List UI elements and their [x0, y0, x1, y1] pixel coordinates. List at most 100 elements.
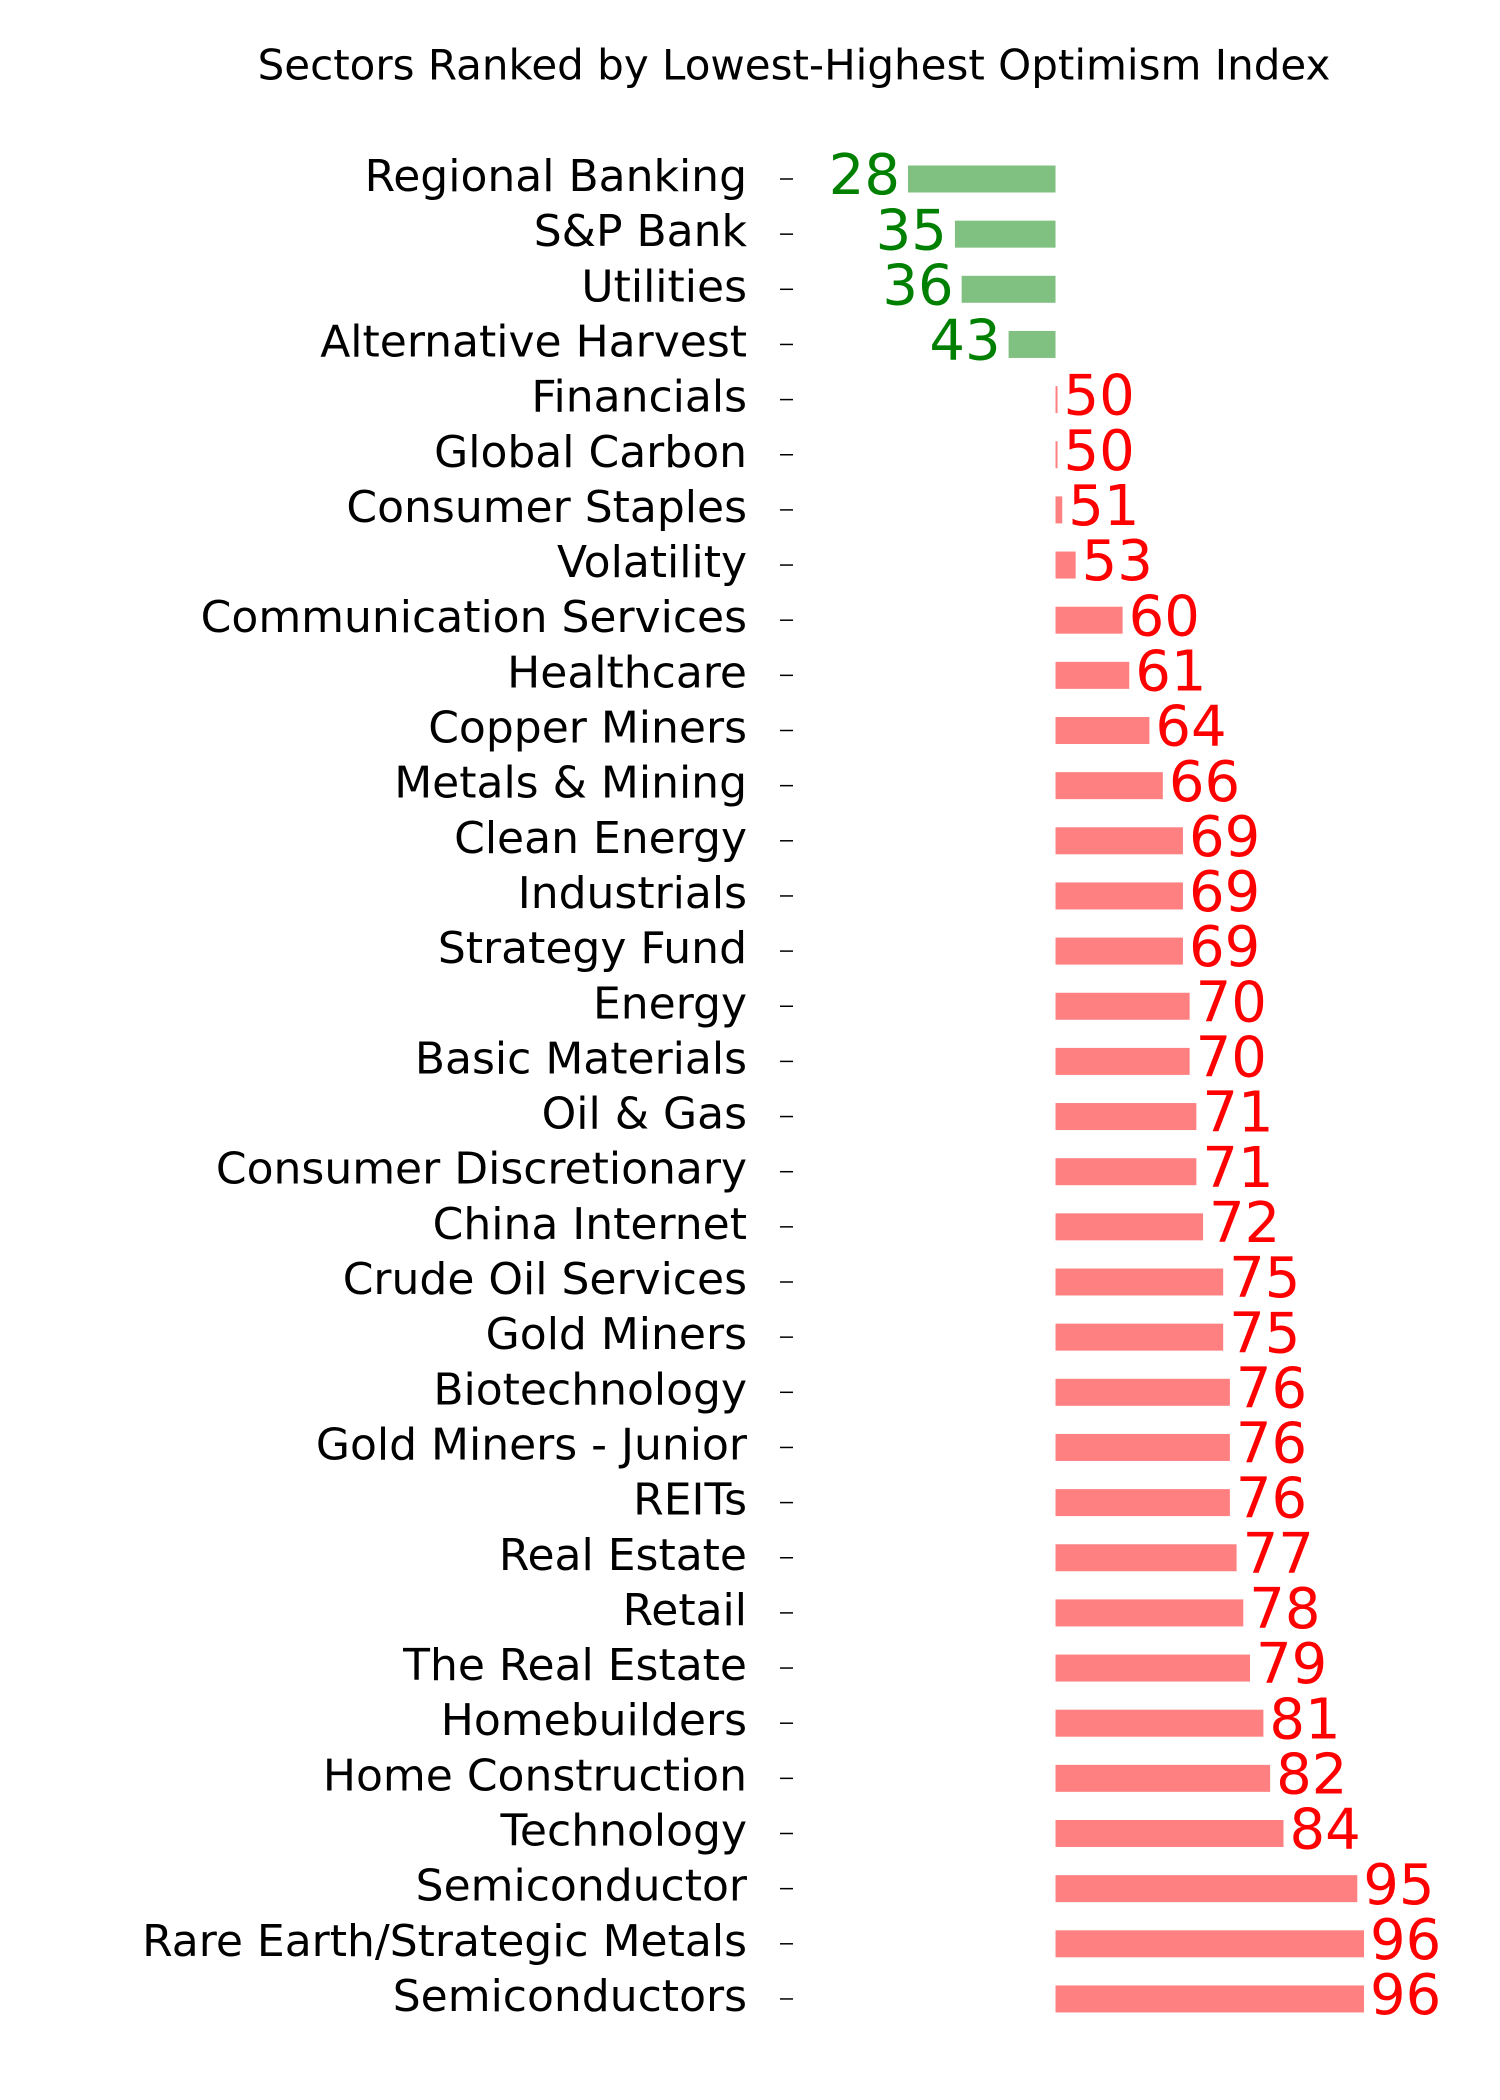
y-tick-label: Clean Energy: [454, 813, 747, 864]
value-label: 35: [876, 198, 947, 263]
value-label: 71: [1202, 1136, 1273, 1201]
y-tick-label: Retail: [623, 1585, 747, 1636]
bar: [1055, 1378, 1230, 1406]
bar: [1055, 1820, 1284, 1847]
y-tick-label: S&P Bank: [534, 206, 748, 257]
bar: [1055, 1047, 1190, 1075]
bar: [1055, 992, 1190, 1020]
bar: [1055, 496, 1063, 524]
y-tick-label: Alternative Harvest: [320, 316, 747, 367]
value-label: 43: [929, 309, 1000, 374]
y-tick-label: Biotechnology: [433, 1364, 747, 1415]
value-label: 71: [1202, 1081, 1273, 1146]
value-label: 82: [1276, 1742, 1347, 1807]
bar: [1055, 1158, 1197, 1186]
bar: [1055, 1985, 1364, 2013]
bar: [961, 275, 1056, 303]
value-label: 84: [1290, 1798, 1361, 1863]
y-tick-label: The Real Estate: [402, 1640, 747, 1691]
bar: [1055, 1489, 1230, 1517]
bar: [954, 220, 1056, 248]
y-tick-label: Volatility: [557, 537, 747, 588]
bar: [1055, 1268, 1224, 1296]
value-label: 69: [1189, 860, 1260, 925]
value-label: 69: [1189, 915, 1260, 980]
value-label: 61: [1135, 639, 1206, 704]
value-label: 78: [1249, 1577, 1320, 1642]
y-tick-label: Metals & Mining: [394, 758, 747, 809]
bar: [1055, 1103, 1197, 1131]
y-tick-label: Strategy Fund: [438, 923, 747, 974]
bar: [1055, 717, 1150, 744]
y-tick-label: Semiconductor: [416, 1861, 748, 1912]
bar: [1055, 937, 1183, 965]
bar: [1055, 1654, 1250, 1682]
bar: [1055, 1544, 1237, 1572]
y-tick-label: China Internet: [433, 1199, 747, 1250]
y-tick-label: Copper Miners: [428, 703, 747, 754]
bar: [1055, 1599, 1244, 1627]
bar: [1055, 1709, 1264, 1737]
value-label: 95: [1363, 1853, 1434, 1918]
value-label: 36: [882, 253, 953, 318]
bar: [1055, 386, 1058, 414]
y-tick-label: Utilities: [581, 261, 747, 312]
value-label: 76: [1236, 1467, 1307, 1532]
bar: [1055, 1433, 1230, 1461]
value-label: 70: [1196, 1026, 1267, 1091]
y-tick-label: Crude Oil Services: [343, 1254, 747, 1305]
value-label: 76: [1236, 1412, 1307, 1477]
y-tick-label: Gold Miners - Junior: [316, 1419, 748, 1470]
y-tick-label: Basic Materials: [415, 1033, 747, 1084]
value-label: 72: [1209, 1191, 1280, 1256]
bar: [1055, 1930, 1364, 1958]
y-tick-label: Global Carbon: [434, 427, 747, 478]
y-tick-label: Industrials: [518, 868, 747, 919]
value-label: 81: [1269, 1687, 1340, 1752]
y-tick-label: Gold Miners: [486, 1309, 747, 1360]
value-label: 28: [829, 143, 900, 208]
bar: [1055, 1323, 1224, 1351]
value-label: 53: [1082, 529, 1153, 594]
bar: [1055, 606, 1123, 634]
bar: [908, 165, 1056, 193]
value-label: 79: [1256, 1632, 1327, 1697]
value-label: 64: [1155, 695, 1226, 760]
value-label: 96: [1370, 1908, 1441, 1973]
value-label: 50: [1064, 419, 1135, 484]
y-tick-label: Home Construction: [323, 1750, 747, 1801]
value-label: 76: [1236, 1356, 1307, 1421]
value-label: 77: [1243, 1522, 1314, 1587]
value-label: 60: [1129, 584, 1200, 649]
value-label: 75: [1229, 1301, 1300, 1366]
y-tick-label: Semiconductors: [393, 1971, 747, 2022]
bar: [1055, 551, 1076, 579]
bar: [1055, 772, 1163, 800]
y-tick-label: Real Estate: [499, 1530, 747, 1581]
y-tick-label: Energy: [593, 978, 747, 1029]
bar: [1055, 1875, 1358, 1903]
bar: [1055, 882, 1183, 910]
bar: [1055, 1764, 1271, 1792]
y-tick-label: Consumer Staples: [346, 482, 747, 533]
bar: [1055, 827, 1183, 855]
bar: [1055, 441, 1058, 469]
y-tick-label: Consumer Discretionary: [216, 1144, 747, 1195]
value-label: 66: [1169, 750, 1240, 815]
value-label: 51: [1068, 474, 1139, 539]
value-label: 50: [1064, 364, 1135, 429]
y-tick-label: Financials: [531, 372, 747, 423]
y-tick-label: REITs: [633, 1475, 747, 1526]
y-tick-label: Healthcare: [507, 647, 747, 698]
bar: [1008, 330, 1056, 358]
value-label: 69: [1189, 805, 1260, 870]
value-label: 96: [1370, 1963, 1441, 2028]
y-tick-label: Communication Services: [201, 592, 747, 643]
bar: [1055, 1213, 1204, 1241]
y-tick-label: Regional Banking: [365, 151, 747, 202]
y-tick-label: Homebuilders: [441, 1695, 747, 1746]
y-tick-label: Technology: [500, 1806, 747, 1857]
y-tick-label: Oil & Gas: [542, 1089, 747, 1140]
y-tick-label: Rare Earth/Strategic Metals: [142, 1916, 747, 1967]
